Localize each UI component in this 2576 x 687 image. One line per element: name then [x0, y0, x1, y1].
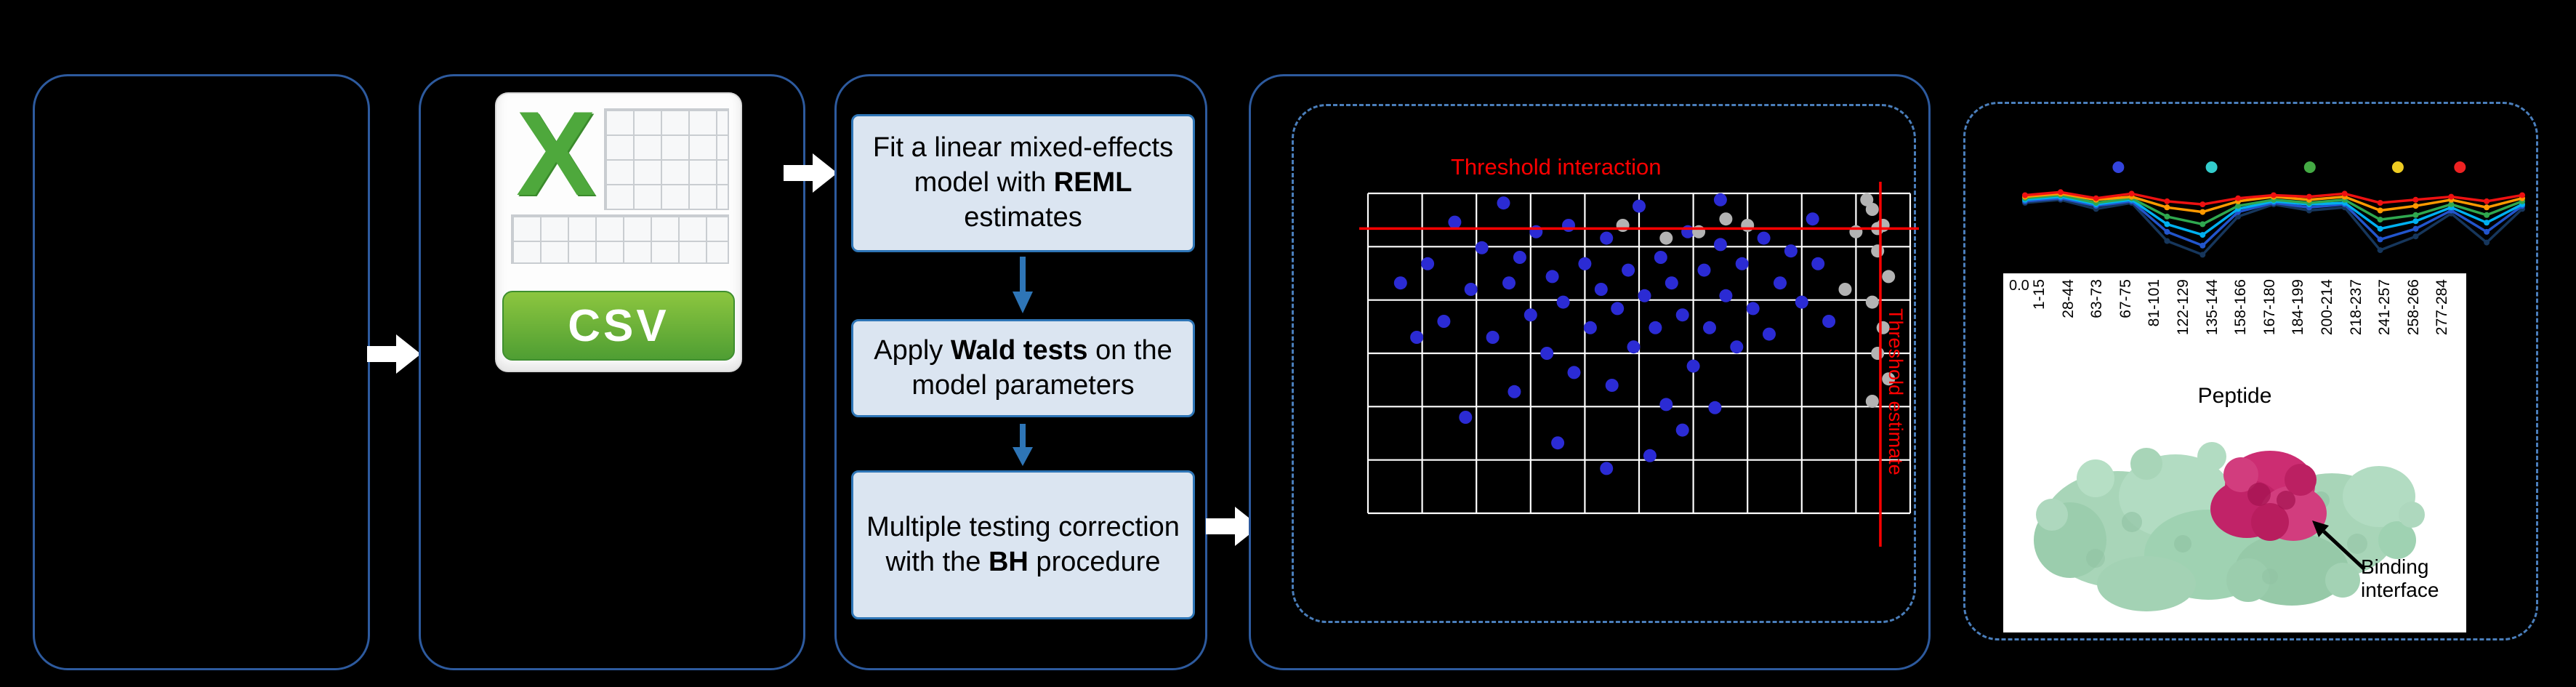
binding-interface-arrow	[2312, 521, 2366, 571]
flow-arrow-icon	[784, 153, 837, 193]
peptide-tick-label: 167-180	[2261, 279, 2278, 336]
scatter-plot-svg	[1359, 182, 1919, 547]
peptide-tick-label: 218-237	[2347, 279, 2364, 336]
flow-arrow-icon	[367, 334, 421, 374]
peptide-tick-label: 67-75	[2117, 279, 2134, 318]
peptide-tick-label: 135-144	[2203, 279, 2221, 336]
peptide-tick-label: 158-166	[2232, 279, 2250, 336]
peptide-tick-label: 184-199	[2290, 279, 2307, 336]
spreadsheet-grid	[511, 214, 729, 264]
protein-structure-image	[2034, 442, 2425, 611]
y-axis-tick: 0.0	[2009, 278, 2029, 294]
csv-banner-label: CSV	[568, 300, 669, 351]
results-panel: Threshold interaction Threshold estimate	[1249, 74, 1931, 670]
step-text: Multiple testing correction with the BH …	[866, 511, 1180, 577]
structure-dashed-box: 0.0 1-15 28-44 63-73 67-75 81-101 122-129 135-…	[1963, 102, 2538, 640]
step-box-bh: Multiple testing correction with the BH …	[851, 470, 1195, 619]
stats-panel: Fit a linear mixed-effects model with RE…	[834, 74, 1207, 670]
flow-arrow-icon	[1206, 507, 1260, 546]
peptide-axis-ticks: 1-15 28-44 63-73 67-75 81-101 122-129 135-144 1…	[2025, 278, 2457, 374]
down-arrow-icon	[1013, 257, 1033, 313]
peptide-tick-label: 241-257	[2376, 279, 2394, 336]
peptide-tick-label: 28-44	[2059, 279, 2077, 318]
peptide-tick-label: 63-73	[2088, 279, 2106, 318]
down-arrow-icon	[1013, 424, 1033, 466]
raw-data-panel	[33, 74, 370, 670]
peptide-tick-label: 200-214	[2318, 279, 2335, 336]
step-text: Fit a linear mixed-effects model with RE…	[872, 132, 1174, 233]
peptide-tick-label: 277-284	[2434, 279, 2451, 336]
csv-file-icon: X CSV	[495, 92, 742, 372]
peptide-tick-label: 1-15	[2031, 279, 2048, 310]
binding-interface-region	[2210, 451, 2327, 541]
csv-banner: CSV	[502, 291, 735, 361]
step-box-reml: Fit a linear mixed-effects model with RE…	[851, 114, 1195, 252]
peptide-white-panel: 0.0 1-15 28-44 63-73 67-75 81-101 122-129 135-…	[2003, 273, 2466, 632]
peptide-tick-label: 122-129	[2174, 279, 2191, 336]
protein-green-surface	[2034, 442, 2425, 611]
peptide-tick-label: 81-101	[2146, 279, 2163, 327]
step-box-wald: Apply Wald tests on the model parameters	[851, 319, 1195, 417]
binding-interface-annotation: Binding interface	[2361, 555, 2439, 602]
spreadsheet-grid	[604, 108, 729, 210]
step-text: Apply Wald tests on the model parameters	[874, 334, 1172, 401]
peptide-tick-label: 258-266	[2404, 279, 2422, 336]
uptake-chart-svg	[2022, 161, 2525, 258]
excel-x-letter: X	[515, 87, 597, 220]
scatter-title: Threshold interaction	[1451, 154, 1662, 180]
csv-panel: X CSV	[419, 74, 805, 670]
results-dashed-box: Threshold interaction Threshold estimate	[1292, 104, 1919, 623]
threshold-estimate-label: Threshold estimate	[1885, 308, 1907, 475]
peptide-axis-label: Peptide	[2197, 384, 2272, 408]
